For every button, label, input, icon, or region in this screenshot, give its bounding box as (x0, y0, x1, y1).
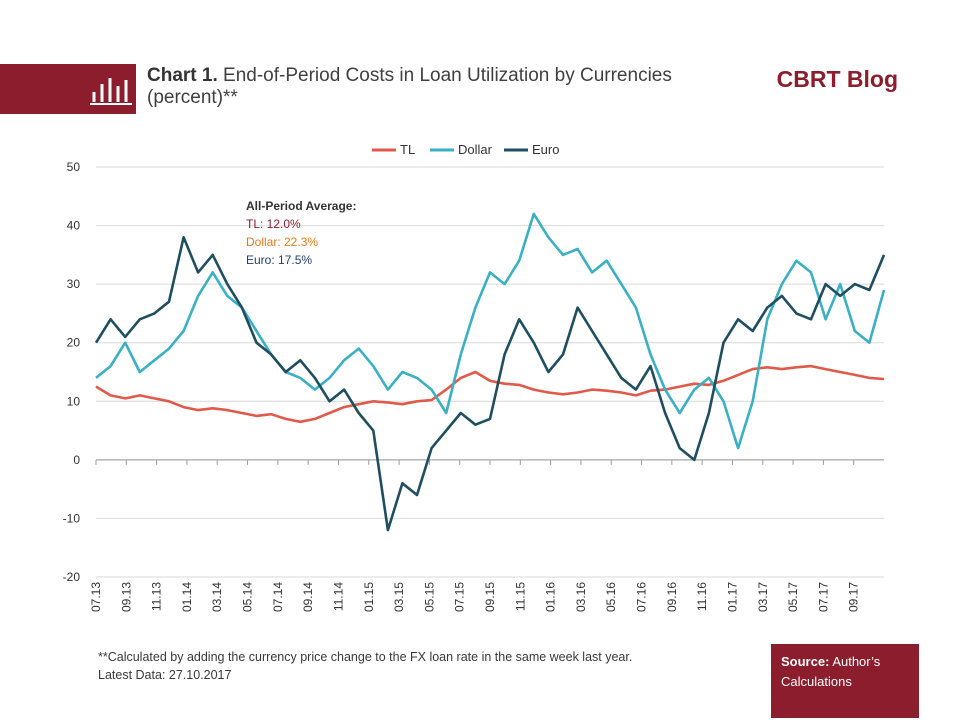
x-tick-label: 11.14 (331, 582, 345, 611)
annotation-line: Euro: 17.5% (246, 253, 312, 267)
chart-label: Chart 1. (147, 65, 218, 86)
series-line-dollar (95, 212, 886, 450)
grid-lines (95, 166, 884, 578)
x-tick-label: 05.16 (604, 582, 618, 612)
y-tick-label: 50 (67, 160, 81, 174)
x-tick-label: 11.15 (513, 582, 527, 611)
x-axis-ticks: 07.13 09.13 11.13 01.14 03.14 05.14 07.14 09.14… (89, 582, 861, 612)
annotation-line: Dollar: 22.3% (246, 235, 318, 249)
x-tick-label: 11.13 (150, 582, 164, 611)
blog-name: CBRT Blog (776, 66, 898, 92)
line-chart: TL Dollar Euro 50 40 30 20 10 0 -10 -20 07.13 09.1… (63, 142, 886, 612)
legend-label-euro: Euro (532, 142, 559, 157)
source-label: Source: (781, 654, 830, 669)
footnote-text: **Calculated by adding the currency pric… (98, 650, 633, 664)
legend-label-dollar: Dollar (458, 142, 493, 157)
bar-chart-icon (90, 78, 132, 105)
x-tick-label: 09.15 (483, 582, 497, 612)
source-text: Author’s Calculations (781, 654, 881, 689)
latest-data: Latest Data: 27.10.2017 (98, 668, 232, 682)
y-tick-label: 0 (73, 453, 80, 467)
footnote: **Calculated by adding the currency pric… (98, 648, 738, 684)
x-tick-label: 03.17 (756, 582, 770, 612)
x-tick-label: 11.16 (695, 582, 709, 611)
source-box: Source: Author’s Calculations (771, 644, 919, 718)
legend: TL Dollar Euro (372, 142, 559, 157)
y-axis-ticks: 50 40 30 20 10 0 -10 -20 (63, 160, 81, 584)
x-tick-label: 01.16 (544, 582, 558, 612)
average-annotation: All-Period Average: TL: 12.0% Dollar: 22.3… (246, 199, 356, 267)
y-tick-label: -10 (63, 511, 81, 525)
y-tick-label: 30 (67, 277, 81, 291)
x-tick-label: 07.14 (271, 582, 285, 612)
x-tick-label: 05.14 (241, 582, 255, 612)
x-tick-label: 01.15 (362, 582, 376, 612)
x-tick-label: 09.13 (119, 582, 133, 612)
header-band (0, 64, 136, 114)
chart-title-text: End-of-Period Costs in Loan Utilization … (147, 65, 672, 108)
y-tick-label: 10 (67, 394, 81, 408)
legend-label-tl: TL (400, 142, 415, 157)
x-tick-label: 03.15 (392, 582, 406, 612)
x-tick-label: 01.17 (725, 582, 739, 612)
x-tick-label: 07.16 (635, 582, 649, 612)
y-tick-label: -20 (63, 570, 81, 584)
x-tick-label: 09.16 (665, 582, 679, 612)
x-tick-label: 03.14 (210, 582, 224, 612)
y-tick-label: 20 (67, 336, 81, 350)
series-lines (94, 212, 886, 532)
x-tick-label: 07.17 (816, 582, 830, 612)
x-tick-label: 05.15 (422, 582, 436, 612)
annotation-line: TL: 12.0% (246, 217, 301, 231)
chart-title: Chart 1. End-of-Period Costs in Loan Uti… (147, 65, 707, 109)
series-line-euro (94, 236, 886, 532)
series-line-tl (95, 364, 885, 424)
x-tick-label: 07.15 (453, 582, 467, 612)
x-tick-label: 01.14 (180, 582, 194, 612)
x-tick-label: 09.17 (847, 582, 861, 612)
x-tick-label: 05.17 (786, 582, 800, 612)
annotation-heading: All-Period Average: (246, 199, 356, 213)
x-tick-label: 09.14 (301, 582, 315, 612)
x-tick-label: 07.13 (89, 582, 103, 612)
x-tick-label: 03.16 (574, 582, 588, 612)
y-tick-label: 40 (67, 219, 81, 233)
